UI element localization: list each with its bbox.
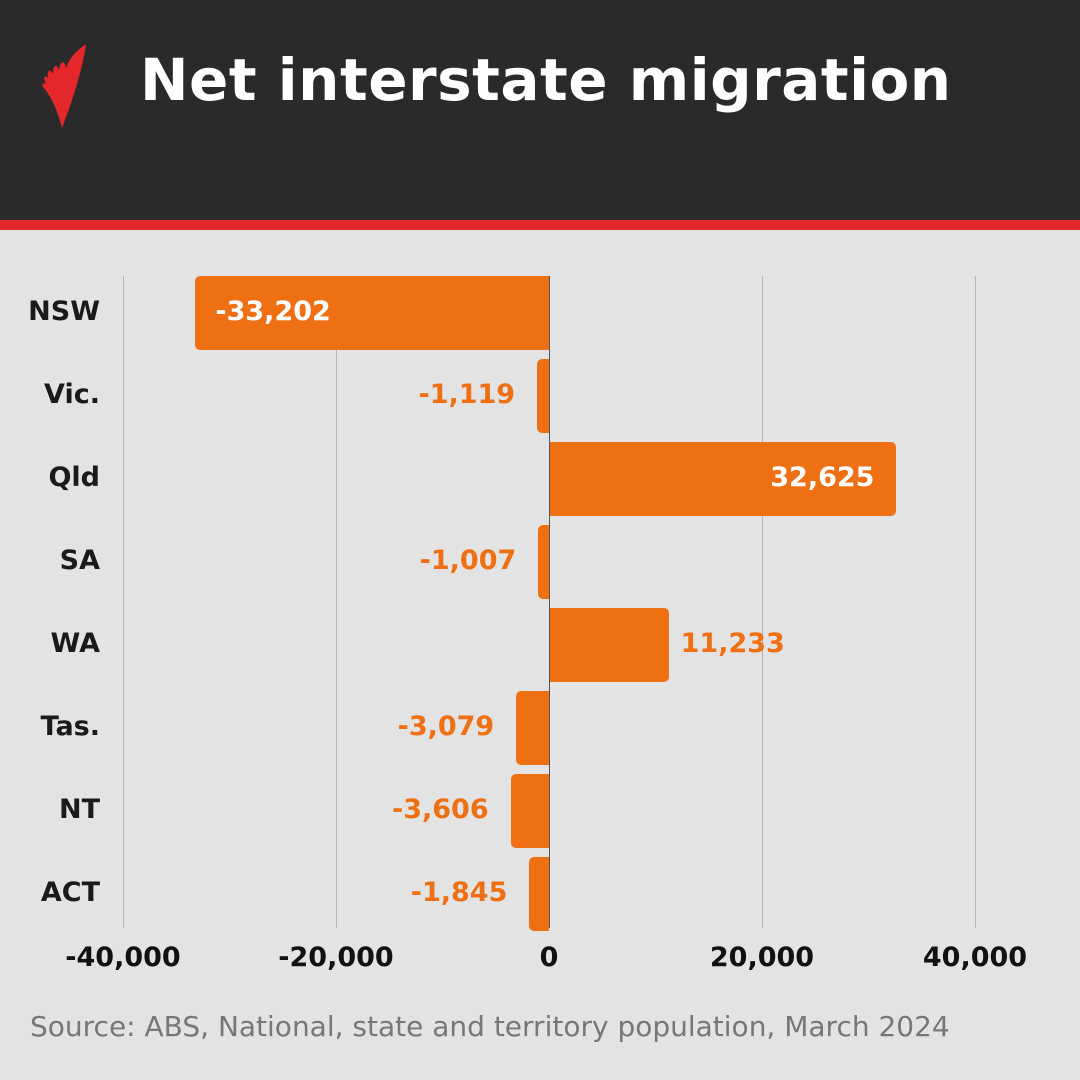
sbs-logo-icon	[42, 44, 86, 128]
bar-nt	[510, 774, 549, 848]
bar-qld	[549, 442, 897, 516]
accent-stripe	[0, 220, 1080, 230]
bar-sa	[538, 525, 549, 599]
category-label: Tas.	[40, 711, 100, 742]
gridline	[975, 276, 976, 928]
chart-title: Net interstate migration	[140, 46, 952, 114]
gridline	[762, 276, 763, 928]
gridline	[336, 276, 337, 928]
x-tick-label: -40,000	[65, 942, 181, 973]
bar-act	[529, 857, 549, 931]
bar-wa	[549, 608, 669, 682]
category-label: NSW	[28, 296, 100, 327]
value-label: -1,845	[410, 877, 508, 908]
value-label: -1,007	[419, 545, 517, 576]
value-label: -3,079	[397, 711, 495, 742]
bar-tas	[516, 691, 549, 765]
category-label: ACT	[40, 877, 100, 908]
x-tick-label: 40,000	[922, 942, 1028, 973]
category-label: Qld	[48, 462, 100, 493]
value-label: -1,119	[418, 379, 516, 410]
x-tick-label: 20,000	[709, 942, 815, 973]
header-bar: Net interstate migration	[0, 0, 1080, 220]
category-label: NT	[58, 794, 100, 825]
bar-vic	[537, 359, 549, 433]
category-label: SA	[59, 545, 100, 576]
gridline	[123, 276, 124, 928]
value-label: 11,233	[680, 628, 785, 659]
value-label: -33,202	[215, 296, 331, 327]
value-label: -3,606	[392, 794, 489, 825]
category-label: WA	[50, 628, 100, 659]
zero-axis-line	[549, 276, 550, 928]
category-label: Vic.	[44, 379, 100, 410]
x-tick-label: 0	[539, 942, 559, 973]
value-label: 32,625	[770, 462, 875, 493]
x-tick-label: -20,000	[278, 942, 394, 973]
source-note: Source: ABS, National, state and territo…	[30, 1010, 950, 1043]
bar-nsw	[195, 276, 549, 350]
